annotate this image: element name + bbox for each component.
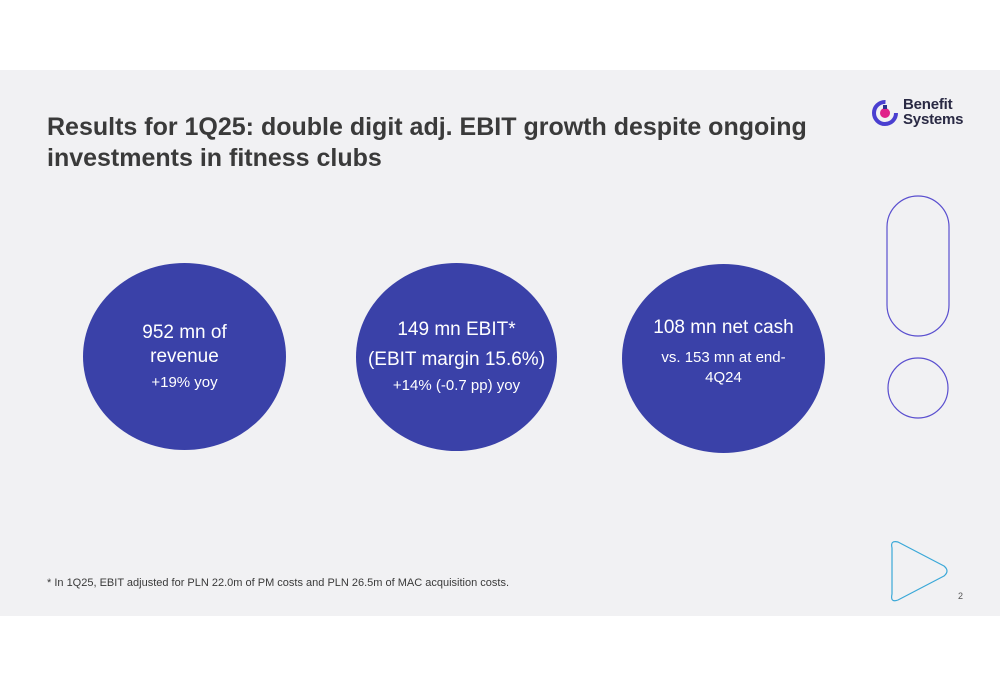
logo-text-line2: Systems [903,111,964,128]
logo-text-line1: Benefit [903,96,953,113]
ebit-bubble: 149 mn EBIT* (EBIT margin 15.6%) +14% (-… [356,263,557,451]
slide-title: Results for 1Q25: double digit adj. EBIT… [47,113,807,172]
ebit-headline: 149 mn EBIT* [397,319,516,340]
net-cash-bubble: 108 mn net cash vs. 153 mn at end-4Q24 [622,264,825,453]
decorative-pill-shape [886,195,950,337]
decorative-shapes [886,195,950,602]
page-number: 2 [958,591,964,601]
decorative-play-shape [891,541,948,602]
revenue-headline: 952 mn of revenue [142,321,227,367]
net-cash-headline: 108 mn net cash [653,316,794,338]
company-logo: Benefit Systems [871,96,981,130]
revenue-bubble: 952 mn of revenue +19% yoy [83,263,286,450]
ebit-margin: (EBIT margin 15.6%) [367,349,546,370]
slide: Results for 1Q25: double digit adj. EBIT… [0,70,1000,616]
ebit-growth: +14% (-0.7 pp) yoy [392,377,521,394]
decorative-circle-shape [887,357,949,419]
benefit-systems-logo-icon [872,100,898,126]
net-cash-comparison: vs. 153 mn at end-4Q24 [661,348,786,386]
revenue-growth: +19% yoy [151,373,218,391]
footnote: * In 1Q25, EBIT adjusted for PLN 22.0m o… [47,577,510,589]
